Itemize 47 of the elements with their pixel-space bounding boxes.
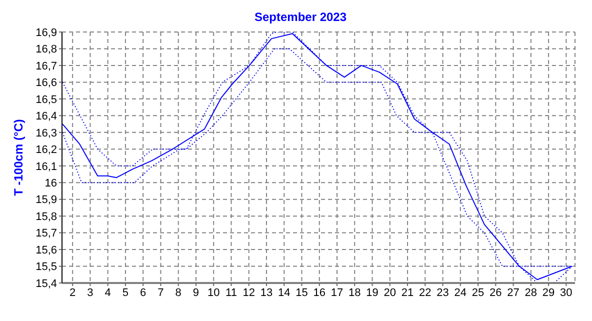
x-tick-label: 21 (401, 286, 414, 299)
y-tick-label: 16,1 (36, 160, 57, 173)
x-tick-label: 17 (330, 286, 344, 299)
y-tick-label: 16,5 (36, 94, 57, 106)
y-tick-label: 15,9 (36, 194, 57, 206)
x-tick-label: 4 (104, 286, 111, 299)
y-tick-label: 16,9 (36, 26, 57, 39)
x-tick-label: 16 (313, 286, 326, 299)
x-tick-label: 25 (472, 286, 484, 299)
x-tick-label: 28 (524, 286, 538, 299)
y-tick-label: 16,6 (36, 77, 57, 90)
x-tick-label: 26 (490, 286, 502, 299)
x-tick-label: 9 (192, 286, 200, 299)
x-tick-label: 10 (207, 286, 220, 299)
x-tick-label: 12 (242, 286, 255, 299)
x-tick-label: 29 (542, 286, 555, 299)
x-tick-label: 7 (158, 286, 164, 299)
x-tick-label: 24 (454, 286, 467, 299)
x-tick-label: 23 (436, 286, 449, 299)
x-tick-label: 15 (296, 286, 308, 299)
x-tick-label: 18 (348, 286, 361, 299)
y-axis-title: T -100cm (°C) (11, 119, 26, 196)
x-tick-label: 6 (140, 286, 146, 299)
x-tick-label: 5 (122, 286, 129, 299)
y-tick-label: 16,8 (36, 44, 57, 56)
y-tick-label: 16,2 (36, 144, 57, 156)
y-tick-label: 16 (44, 178, 57, 190)
x-tick-label: 27 (507, 286, 520, 299)
y-tick-label: 15,6 (36, 244, 57, 256)
y-tick-label: 15,5 (36, 261, 57, 274)
x-tick-label: 3 (87, 286, 94, 299)
y-tick-label: 15,8 (36, 210, 57, 223)
x-tick-label: 8 (175, 286, 182, 299)
x-tick-label: 2 (70, 286, 76, 299)
x-tick-label: 30 (560, 286, 572, 299)
x-tick-label: 14 (278, 286, 290, 299)
y-tick-label: 15,4 (36, 278, 57, 290)
x-tick-label: 11 (226, 286, 237, 299)
y-tick-label: 15,7 (36, 228, 57, 240)
chart-title: September 2023 (253, 10, 348, 24)
y-tick-label: 16,3 (36, 127, 57, 140)
x-tick-label: 20 (384, 286, 396, 299)
x-tick-label: 13 (260, 286, 273, 299)
x-tick-label: 19 (366, 286, 378, 299)
y-tick-label: 16,7 (36, 60, 57, 72)
y-tick-label: 16,4 (36, 110, 57, 123)
x-tick-label: 22 (419, 286, 432, 299)
